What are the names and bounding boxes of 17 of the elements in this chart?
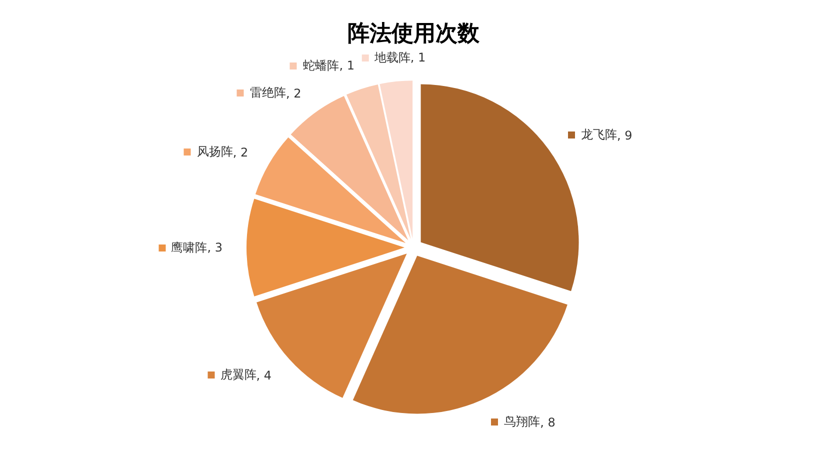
legend-label: 雷绝阵 <box>250 84 286 102</box>
data-label: , 1 <box>410 50 426 65</box>
data-label: , 8 <box>540 415 556 430</box>
legend-label: 蛇蟠阵 <box>303 57 340 74</box>
data-label: , 1 <box>339 58 354 73</box>
legend-label: 鹰啸阵 <box>171 239 208 256</box>
legend-label: 风扬阵 <box>196 144 233 161</box>
legend-label: 鸟翔阵 <box>504 414 540 431</box>
data-label: , 4 <box>256 368 272 382</box>
legend-label: 龙飞阵 <box>581 126 618 144</box>
data-label: , 3 <box>207 240 222 255</box>
legend-label: 虎翼阵 <box>220 366 256 384</box>
legend-label: 地载阵 <box>374 49 410 66</box>
chart-title: 阵法使用次数 <box>348 22 480 46</box>
data-label: , 2 <box>232 145 248 160</box>
data-label: , 2 <box>286 86 302 100</box>
data-label: , 9 <box>617 128 632 142</box>
